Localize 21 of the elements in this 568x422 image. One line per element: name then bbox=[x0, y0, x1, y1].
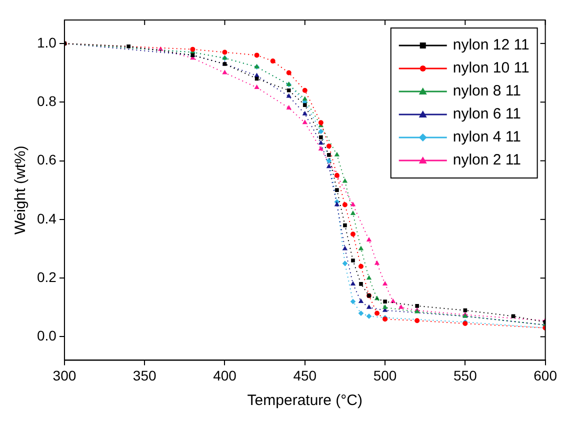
legend-label: nylon 6 11 bbox=[452, 106, 521, 123]
x-tick-label: 600 bbox=[534, 367, 558, 384]
x-tick-label: 300 bbox=[52, 367, 76, 384]
legend-label: nylon 2 11 bbox=[452, 152, 521, 169]
x-axis-title: Temperature (°C) bbox=[247, 392, 362, 410]
x-tick-label: 350 bbox=[132, 367, 156, 384]
y-tick-label: 0.0 bbox=[36, 328, 57, 344]
x-tick-label: 450 bbox=[293, 367, 317, 384]
legend-label: nylon 4 11 bbox=[452, 128, 521, 146]
y-tick-label: 0.6 bbox=[36, 152, 57, 168]
y-tick-label: 1.0 bbox=[36, 34, 57, 50]
legend-label: nylon 10 11 bbox=[452, 60, 530, 77]
y-tick-label: 0.8 bbox=[36, 92, 57, 109]
y-tick-label: 0.2 bbox=[36, 268, 57, 285]
x-tick-label: 400 bbox=[213, 367, 237, 384]
legend-label: nylon 8 11 bbox=[452, 82, 521, 100]
legend-label: nylon 12 11 bbox=[452, 36, 530, 54]
x-tick-label: 500 bbox=[373, 367, 397, 384]
x-tick-label: 550 bbox=[454, 367, 478, 384]
y-tick-label: 0.4 bbox=[36, 210, 57, 226]
y-axis-title: Weight (wt%) bbox=[12, 146, 30, 235]
